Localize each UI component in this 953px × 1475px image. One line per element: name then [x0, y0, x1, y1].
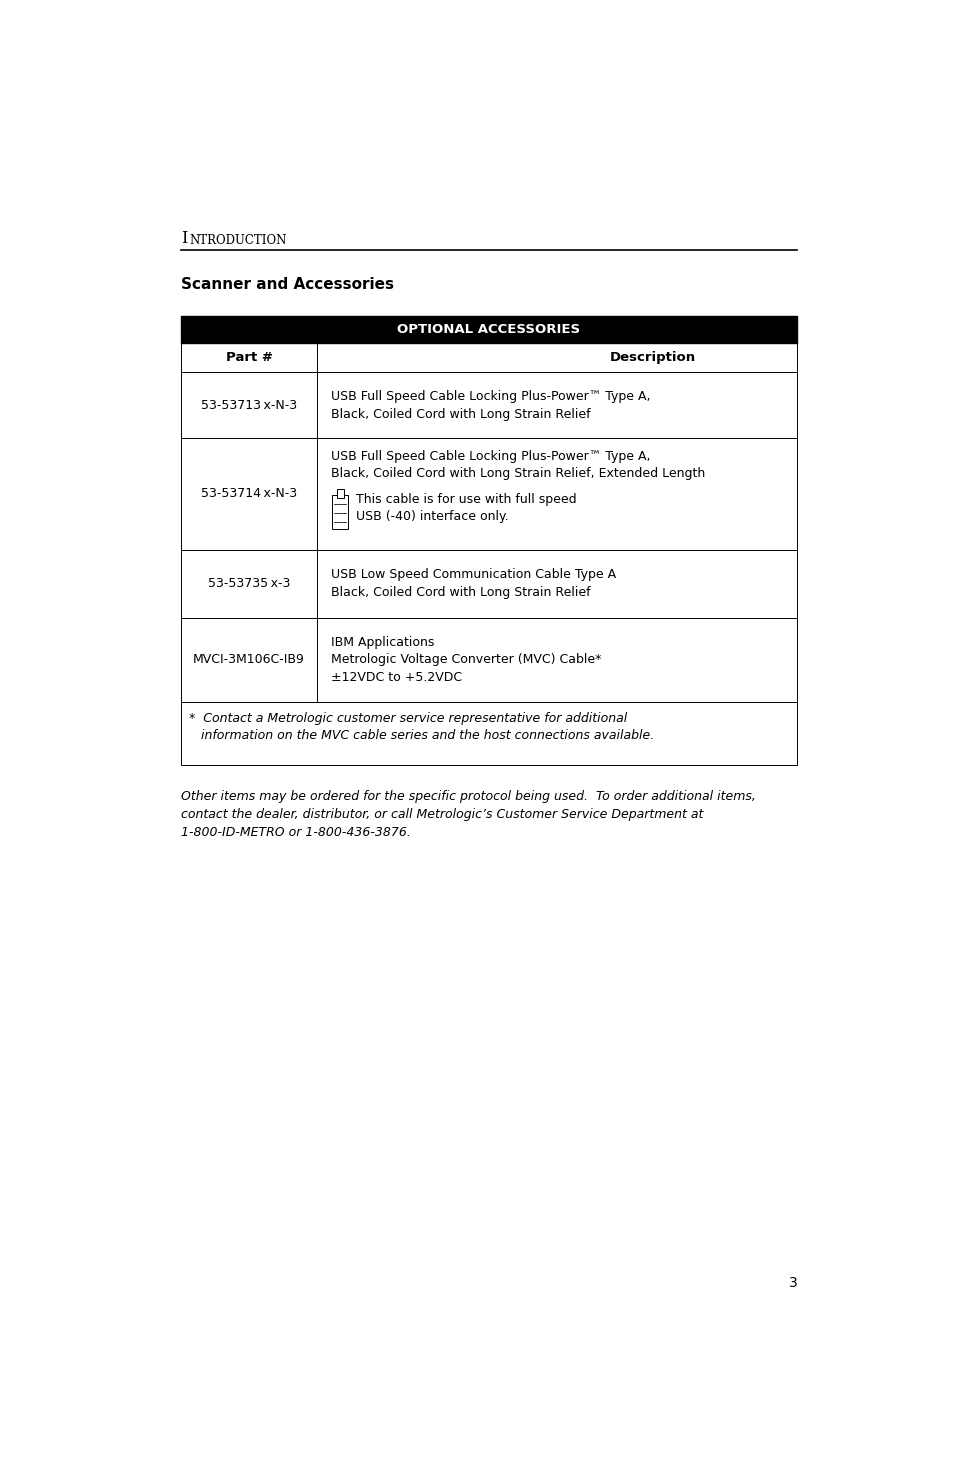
Text: Part #: Part # — [225, 351, 273, 364]
Text: 53-53713 x-N-3: 53-53713 x-N-3 — [201, 398, 296, 412]
Text: OPTIONAL ACCESSORIES: OPTIONAL ACCESSORIES — [397, 323, 579, 336]
Text: 53-53714 x-N-3: 53-53714 x-N-3 — [201, 487, 296, 500]
Bar — [180, 342, 797, 372]
Text: USB Full Speed Cable Locking Plus-Power™ Type A,
Black, Coiled Cord with Long St: USB Full Speed Cable Locking Plus-Power™… — [331, 450, 704, 479]
Text: NTRODUCTION: NTRODUCTION — [190, 235, 287, 248]
Text: This cable is for use with full speed
USB (-40) interface only.: This cable is for use with full speed US… — [355, 493, 576, 524]
Bar — [336, 488, 343, 497]
Bar — [332, 496, 348, 530]
Text: Description: Description — [610, 351, 696, 364]
Text: MVCI-3M106C-IB9: MVCI-3M106C-IB9 — [193, 653, 305, 667]
Text: *  Contact a Metrologic customer service representative for additional
   inform: * Contact a Metrologic customer service … — [190, 712, 654, 742]
Text: 53-53735 x-3: 53-53735 x-3 — [208, 577, 290, 590]
Bar — [180, 618, 797, 702]
Text: IBM Applications
Metrologic Voltage Converter (MVC) Cable*
±12VDC to +5.2VDC: IBM Applications Metrologic Voltage Conv… — [331, 636, 600, 684]
Text: I: I — [180, 230, 187, 248]
Bar — [180, 316, 797, 342]
Bar — [180, 372, 797, 438]
Bar — [180, 702, 797, 766]
Bar — [180, 550, 797, 618]
Text: USB Low Speed Communication Cable Type A
Black, Coiled Cord with Long Strain Rel: USB Low Speed Communication Cable Type A… — [331, 568, 616, 599]
Bar — [180, 438, 797, 550]
Text: Other items may be ordered for the specific protocol being used.  To order addit: Other items may be ordered for the speci… — [180, 791, 755, 839]
Text: USB Full Speed Cable Locking Plus-Power™ Type A,
Black, Coiled Cord with Long St: USB Full Speed Cable Locking Plus-Power™… — [331, 389, 650, 420]
Text: 3: 3 — [788, 1276, 797, 1291]
Text: Scanner and Accessories: Scanner and Accessories — [180, 277, 394, 292]
